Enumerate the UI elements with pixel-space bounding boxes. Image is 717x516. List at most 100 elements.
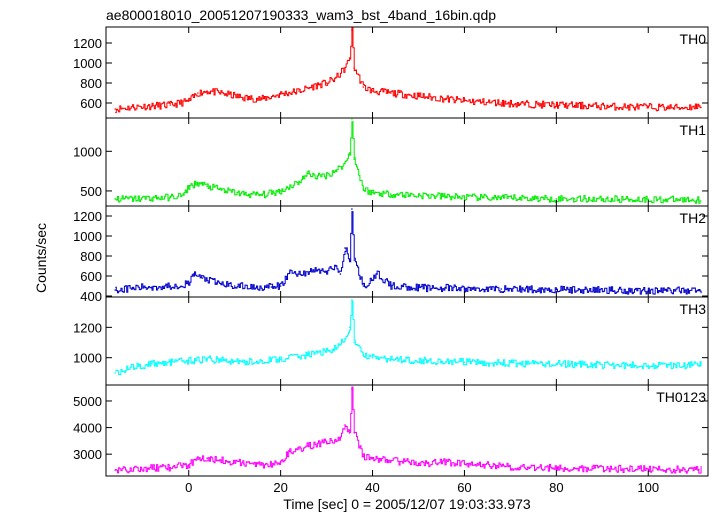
data-point xyxy=(518,363,521,365)
panel-frame xyxy=(105,26,709,119)
data-point xyxy=(592,289,594,291)
data-point xyxy=(335,347,337,350)
data-point xyxy=(261,194,264,196)
y-tick-label: 4000 xyxy=(73,421,102,436)
data-point xyxy=(339,273,342,275)
data-point xyxy=(445,98,447,100)
data-point xyxy=(647,468,650,471)
data-point xyxy=(362,285,365,287)
data-point xyxy=(261,464,264,466)
data-point xyxy=(339,437,342,440)
data-point xyxy=(592,105,594,107)
data-point xyxy=(426,462,429,465)
data-point xyxy=(555,288,558,291)
data-point xyxy=(537,288,539,291)
data-point xyxy=(197,92,199,94)
data-point xyxy=(371,279,374,281)
data-point xyxy=(592,467,594,470)
data-point xyxy=(344,162,346,164)
data-point xyxy=(114,108,116,110)
data-point xyxy=(316,84,319,86)
data-point xyxy=(463,196,466,199)
data-point xyxy=(518,197,521,199)
data-point xyxy=(348,432,351,434)
data-point xyxy=(224,460,227,462)
data-point xyxy=(348,152,351,154)
data-point xyxy=(390,460,392,462)
y-tick-label: 800 xyxy=(80,76,102,91)
data-point xyxy=(684,198,686,201)
data-point xyxy=(187,359,190,362)
data-point xyxy=(390,358,392,361)
series-line-th0123 xyxy=(115,386,702,474)
data-point xyxy=(348,259,351,261)
data-point xyxy=(307,445,310,448)
data-point xyxy=(298,448,300,450)
data-point xyxy=(610,364,613,367)
data-point xyxy=(537,466,539,469)
data-point xyxy=(353,158,356,160)
y-tick-label: 5000 xyxy=(73,394,102,409)
data-point xyxy=(482,362,484,364)
x-tick-label: 100 xyxy=(637,480,659,495)
data-point xyxy=(233,285,236,287)
data-point xyxy=(344,67,346,69)
data-point xyxy=(351,29,353,31)
panel-th2: 400 600 800 1000 1200 TH2 xyxy=(73,205,709,304)
data-point xyxy=(261,359,264,362)
data-point xyxy=(132,106,135,108)
data-point xyxy=(463,288,466,290)
data-point xyxy=(270,286,273,288)
data-point xyxy=(500,465,503,468)
data-point xyxy=(351,299,353,301)
data-point xyxy=(348,57,351,59)
data-point xyxy=(298,90,300,92)
data-point xyxy=(348,326,351,329)
data-point xyxy=(132,468,135,470)
series-label-th3: TH3 xyxy=(680,301,707,317)
data-point xyxy=(206,457,208,460)
data-point xyxy=(647,364,650,367)
data-point xyxy=(169,196,172,199)
data-point xyxy=(665,198,668,201)
data-point xyxy=(445,461,447,464)
data-point xyxy=(151,105,153,107)
y-tick-label: 600 xyxy=(80,269,102,284)
data-point xyxy=(629,289,631,292)
data-point xyxy=(629,106,631,108)
data-point xyxy=(344,338,346,341)
data-point xyxy=(463,462,466,465)
data-point xyxy=(169,285,172,287)
data-point xyxy=(243,462,245,465)
data-point xyxy=(482,288,484,290)
data-point xyxy=(555,363,558,365)
panel-frame xyxy=(105,205,709,298)
data-point xyxy=(698,289,700,292)
y-tick-label: 1000 xyxy=(73,351,102,366)
data-point xyxy=(647,106,650,108)
data-point xyxy=(151,363,153,365)
series-label-th0123: TH0123 xyxy=(656,389,706,405)
data-point xyxy=(537,197,539,200)
data-point xyxy=(279,190,282,192)
data-point xyxy=(665,106,668,109)
data-point xyxy=(445,195,447,198)
y-tick-label: 1000 xyxy=(73,229,102,244)
data-point xyxy=(351,118,353,120)
data-point xyxy=(224,359,227,362)
series-line-th3 xyxy=(115,300,702,376)
data-point xyxy=(298,273,300,275)
data-point xyxy=(684,106,686,109)
series-label-th0: TH0 xyxy=(680,31,707,47)
data-point xyxy=(500,288,503,290)
data-point xyxy=(252,286,254,288)
data-point xyxy=(335,265,337,267)
data-point xyxy=(362,86,365,88)
data-point xyxy=(151,197,153,199)
data-point xyxy=(206,358,208,361)
data-point xyxy=(573,467,576,470)
data-point xyxy=(445,287,447,289)
data-point xyxy=(206,90,208,92)
